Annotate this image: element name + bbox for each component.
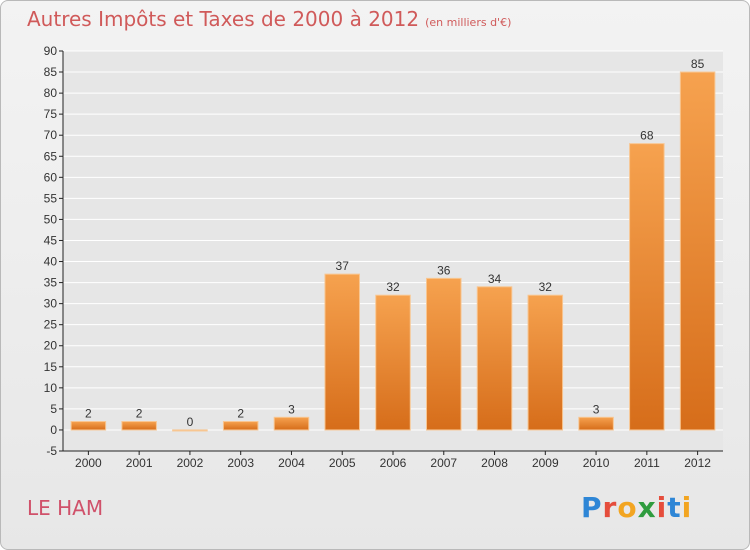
x-tick-label: 2008 [481,456,508,470]
x-tick-label: 2006 [380,456,407,470]
y-tick-label: 85 [44,65,58,79]
y-tick-label: 80 [44,86,58,100]
bar [679,71,716,431]
x-tick-label: 2003 [227,456,254,470]
bar-value-label: 2 [85,407,92,421]
y-tick-label: -5 [46,444,57,458]
logo-letter: i [681,491,693,524]
bar [476,286,513,431]
y-tick-label: 75 [44,107,58,121]
chart-title-text: Autres Impôts et Taxes de 2000 à 2012 [27,7,420,31]
bar [375,294,411,431]
y-tick-label: 60 [44,170,58,184]
y-tick-label: 30 [44,297,58,311]
bar [273,416,310,431]
bar-value-label: 2 [136,407,143,421]
y-tick-label: 25 [44,318,58,332]
y-tick-label: 5 [50,402,57,416]
bar-value-label: 68 [640,129,654,143]
bar [629,143,665,431]
bar [324,273,360,431]
logo-letter: x [637,491,657,524]
proxiti-logo: Proxiti [581,491,692,524]
chart-title: Autres Impôts et Taxes de 2000 à 2012 (en… [27,7,511,31]
bar-value-label: 34 [488,272,502,286]
logo-letter: i [656,491,668,524]
bar-value-label: 85 [691,57,705,71]
y-tick-label: 50 [44,212,58,226]
bar-value-label: 32 [386,280,400,294]
bar [578,416,614,431]
logo-letter: P [581,491,603,524]
y-tick-label: 45 [44,233,58,247]
y-tick-label: 20 [44,339,58,353]
unit-subtitle: (en milliers d'€) [425,16,512,29]
x-tick-label: 2007 [430,456,457,470]
y-tick-label: 65 [44,149,58,163]
bar-value-label: 3 [593,402,600,416]
y-tick-label: 10 [44,381,58,395]
bar [222,421,259,431]
y-tick-label: 35 [44,276,58,290]
y-tick-label: 40 [44,255,58,269]
bar-value-label: 0 [187,415,194,429]
bar [121,421,157,431]
x-tick-label: 2005 [329,456,356,470]
logo-letter: o [617,491,638,524]
bar-value-label: 32 [539,280,553,294]
logo-letter: t [667,491,682,524]
x-tick-label: 2012 [684,456,711,470]
y-tick-label: 55 [44,191,58,205]
x-tick-label: 2010 [583,456,610,470]
bar-value-label: 3 [288,402,295,416]
y-tick-label: 0 [50,423,57,437]
bar [426,277,462,431]
x-tick-label: 2001 [126,456,153,470]
y-tick-label: 90 [44,44,58,58]
logo-letter: r [602,491,618,524]
bar [172,429,208,432]
bar [70,421,107,431]
x-tick-label: 2000 [75,456,102,470]
x-tick-label: 2004 [278,456,305,470]
x-tick-label: 2002 [177,456,204,470]
bar [527,294,564,431]
y-tick-label: 70 [44,128,58,142]
x-tick-label: 2009 [532,456,559,470]
commune-name: LE HAM [27,496,104,520]
bar-value-label: 36 [437,263,451,277]
bar-value-label: 37 [336,259,350,273]
bar-value-label: 2 [237,407,244,421]
y-tick-label: 15 [44,360,58,374]
x-tick-label: 2011 [634,456,660,470]
